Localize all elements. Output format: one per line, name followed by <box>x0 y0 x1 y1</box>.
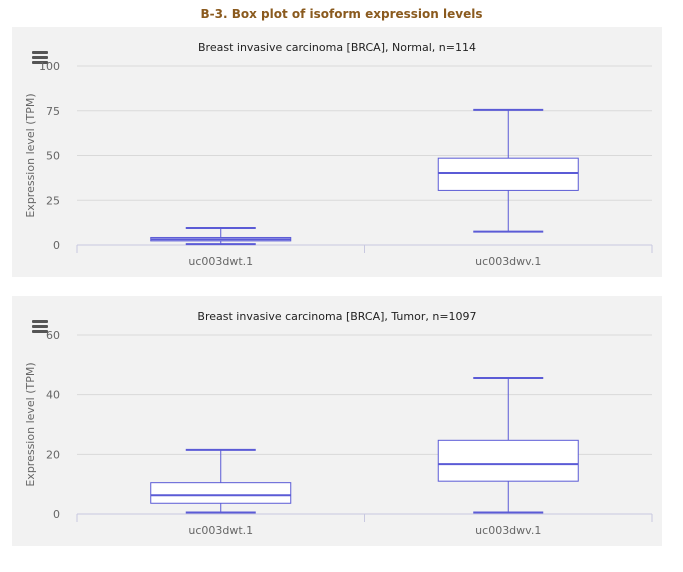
chart-panel-normal: Breast invasive carcinoma [BRCA], Normal… <box>12 27 662 277</box>
box-iqr <box>150 482 292 504</box>
box-uc003dwv.1 <box>437 108 579 233</box>
x-tick-label: uc003dwv.1 <box>475 255 541 268</box>
box-uc003dwt.1 <box>150 226 292 246</box>
menu-icon-bar <box>32 320 48 323</box>
box-iqr <box>437 439 579 482</box>
menu-icon-bar <box>32 51 48 54</box>
y-axis-label: Expression level (TPM) <box>24 362 37 486</box>
box-uc003dwv.1 <box>437 376 579 514</box>
menu-icon-bar <box>32 330 48 333</box>
box-uc003dwt.1 <box>150 448 292 514</box>
x-tick-label: uc003dwv.1 <box>475 524 541 537</box>
y-tick-label: 0 <box>53 508 60 521</box>
y-tick-label: 0 <box>53 239 60 252</box>
y-tick-label: 100 <box>39 60 60 73</box>
y-axis-label: Expression level (TPM) <box>24 93 37 217</box>
hamburger-menu-icon[interactable] <box>32 320 48 333</box>
menu-icon-bar <box>32 325 48 328</box>
chart-title: Breast invasive carcinoma [BRCA], Normal… <box>198 41 476 54</box>
chart-title: Breast invasive carcinoma [BRCA], Tumor,… <box>197 310 476 323</box>
x-tick-label: uc003dwt.1 <box>188 524 253 537</box>
hamburger-menu-icon[interactable] <box>32 51 48 64</box>
y-tick-label: 60 <box>46 329 60 342</box>
menu-icon-bar <box>32 56 48 59</box>
menu-icon-bar <box>32 61 48 64</box>
y-tick-label: 75 <box>46 105 60 118</box>
y-tick-label: 40 <box>46 389 60 402</box>
x-tick-label: uc003dwt.1 <box>188 255 253 268</box>
box-plot-tumor: Breast invasive carcinoma [BRCA], Tumor,… <box>24 310 653 537</box>
page-title: B-3. Box plot of isoform expression leve… <box>200 7 483 21</box>
y-tick-label: 20 <box>46 448 60 461</box>
y-tick-label: 50 <box>46 150 60 163</box>
chart-panel-tumor: Breast invasive carcinoma [BRCA], Tumor,… <box>12 296 662 546</box>
y-tick-label: 25 <box>46 194 60 207</box>
box-plot-normal: Breast invasive carcinoma [BRCA], Normal… <box>24 41 653 268</box>
box-iqr <box>437 157 579 191</box>
